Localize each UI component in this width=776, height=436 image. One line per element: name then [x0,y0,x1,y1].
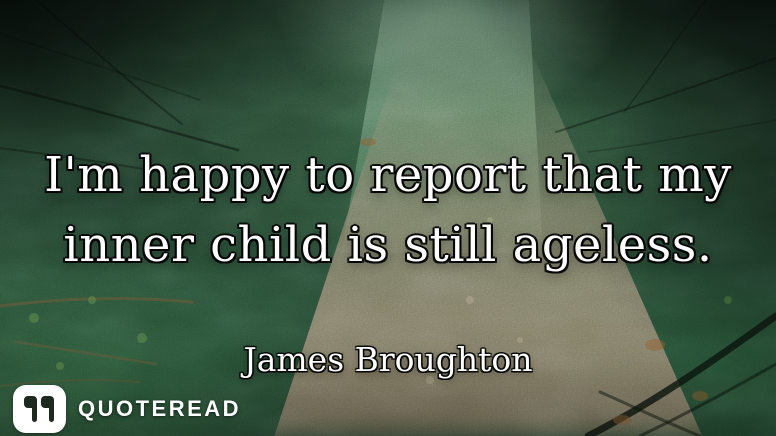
quote-line-1: I'm happy to report that my [44,147,732,203]
quote-text: I'm happy to report that my inner child … [0,140,776,280]
quote-line-2: inner child is still ageless. [63,217,713,273]
brand-name: QUOTEREAD [78,396,242,421]
brand-logo: QUOTEREAD [13,385,241,433]
double-quote-icon [13,385,66,433]
quote-author: James Broughton [243,340,533,379]
